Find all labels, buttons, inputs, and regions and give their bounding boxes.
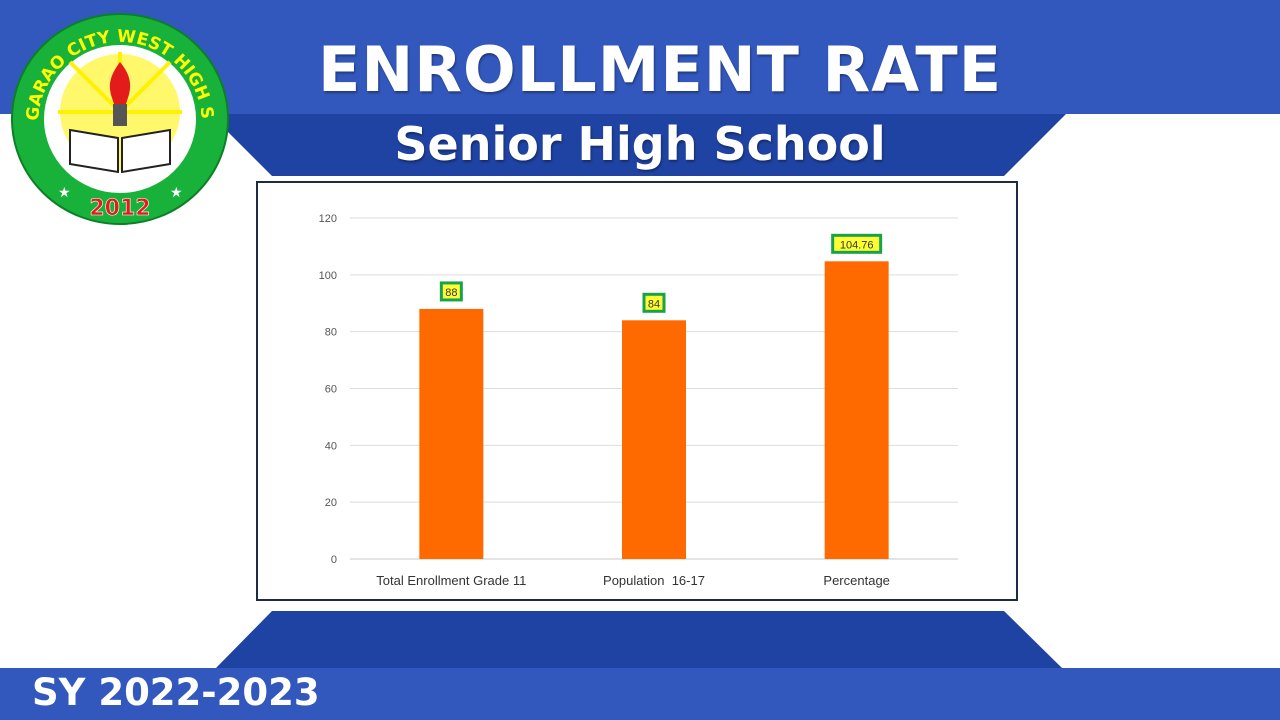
logo-year: 2012 [89, 196, 150, 221]
page-subtitle: Senior High School [394, 117, 886, 171]
bar-chart: 0 20 40 60 80 100 120 88 Total Enrollment Grade … [319, 213, 958, 588]
data-label-box [439, 281, 463, 302]
bar [824, 261, 889, 559]
bar [622, 320, 686, 559]
bar [419, 308, 484, 559]
school-year: SY 2022-2023 [32, 671, 320, 714]
y-tick-label: 80 [325, 327, 337, 339]
category-label: Population 16-17 [603, 573, 705, 588]
school-logo: TUGUEGARAO CITY WEST HIGH SCHOOL 2012 ★ … [3, 0, 230, 226]
bottom-trapezoid [216, 611, 1062, 668]
y-tick-label: 60 [325, 384, 337, 396]
data-label: 88 [445, 287, 457, 299]
data-label: 104.76 [840, 239, 874, 251]
y-tick-label: 100 [319, 270, 337, 282]
star-left-icon: ★ [58, 184, 71, 200]
category-label: Percentage [823, 573, 890, 588]
bottom-banner [0, 668, 1280, 720]
star-right-icon: ★ [170, 184, 183, 200]
data-label-box [831, 233, 883, 254]
y-tick-label: 40 [325, 440, 337, 452]
category-label: Total Enrollment Grade 11 [376, 573, 526, 588]
data-label: 84 [648, 298, 660, 310]
y-tick-label: 0 [331, 554, 337, 566]
y-tick-label: 120 [319, 213, 337, 225]
chart-frame: 0 20 40 60 80 100 120 88 Total Enrollment Grade … [256, 181, 1018, 601]
page-title: ENROLLMENT RATE [318, 33, 1003, 106]
y-tick-label: 20 [325, 497, 337, 509]
data-label-box [642, 292, 666, 313]
subtitle-banner [210, 114, 1066, 176]
